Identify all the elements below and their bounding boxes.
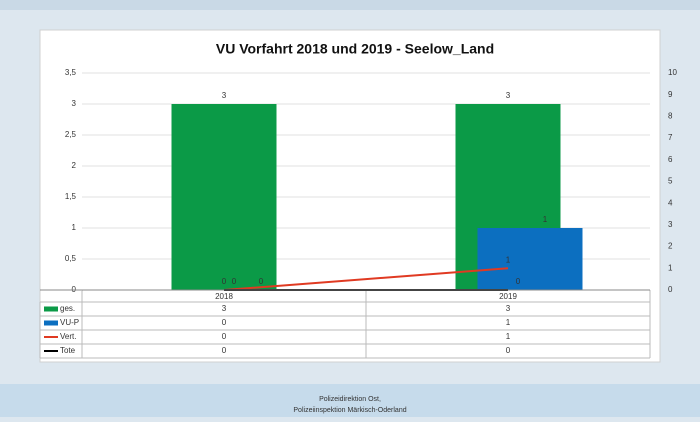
y-tick-label: 3 xyxy=(72,99,77,108)
y-tick-label: 2 xyxy=(72,161,77,170)
y2-tick-label: 1 xyxy=(668,263,673,272)
y2-tick-label: 2 xyxy=(668,242,673,251)
y2-tick-label: 3 xyxy=(668,220,673,229)
data-label: 1 xyxy=(543,215,548,224)
data-label: 0 xyxy=(232,277,237,286)
legend-label: ges. xyxy=(60,304,75,313)
legend-label: Tote xyxy=(60,346,76,355)
data-label: 3 xyxy=(506,91,511,100)
y2-tick-label: 5 xyxy=(668,177,673,186)
bar xyxy=(171,104,277,290)
table-value: 3 xyxy=(506,304,511,313)
legend-label: Vert. xyxy=(60,332,76,341)
y2-tick-label: 6 xyxy=(668,155,673,164)
y2-tick-label: 7 xyxy=(668,133,673,142)
footer-line: Polizeidirektion Ost, xyxy=(319,396,381,403)
chart-area xyxy=(39,29,661,363)
y2-tick-label: 10 xyxy=(668,68,677,77)
y2-tick-label: 9 xyxy=(668,90,673,99)
bar xyxy=(477,228,583,290)
legend-swatch xyxy=(44,320,58,326)
table-value: 1 xyxy=(506,318,511,327)
table-value: 3 xyxy=(222,304,227,313)
table-value: 0 xyxy=(222,346,227,355)
legend-swatch xyxy=(44,306,58,312)
y-tick-label: 1 xyxy=(72,223,77,232)
y-tick-label: 2,5 xyxy=(65,130,77,139)
table-value: 0 xyxy=(222,318,227,327)
data-label: 1 xyxy=(506,255,511,264)
y2-tick-label: 8 xyxy=(668,112,673,121)
data-label: 0 xyxy=(516,277,521,286)
y-tick-label: 3,5 xyxy=(65,68,77,77)
line xyxy=(223,267,509,291)
table-value: 0 xyxy=(222,332,227,341)
table-value: 1 xyxy=(506,332,511,341)
y-tick-label: 1,5 xyxy=(65,192,77,201)
table-value: 0 xyxy=(506,346,511,355)
y-tick-label: 0,5 xyxy=(65,254,77,263)
footer-line: Polizeiinspektion Märkisch-Oderland xyxy=(293,407,406,414)
top-band xyxy=(0,0,700,10)
data-label: 0 xyxy=(259,277,264,286)
data-label: 3 xyxy=(222,91,227,100)
footer-band xyxy=(0,384,700,417)
chart-title: VU Vorfahrt 2018 und 2019 - Seelow_Land xyxy=(216,41,494,57)
data-label: 0 xyxy=(222,277,227,286)
y2-tick-label: 4 xyxy=(668,198,673,207)
x-tick-label: 2018 xyxy=(215,292,233,301)
legend-label: VU-P xyxy=(60,318,79,327)
y2-tick-label: 0 xyxy=(668,285,673,294)
x-tick-label: 2019 xyxy=(499,292,517,301)
